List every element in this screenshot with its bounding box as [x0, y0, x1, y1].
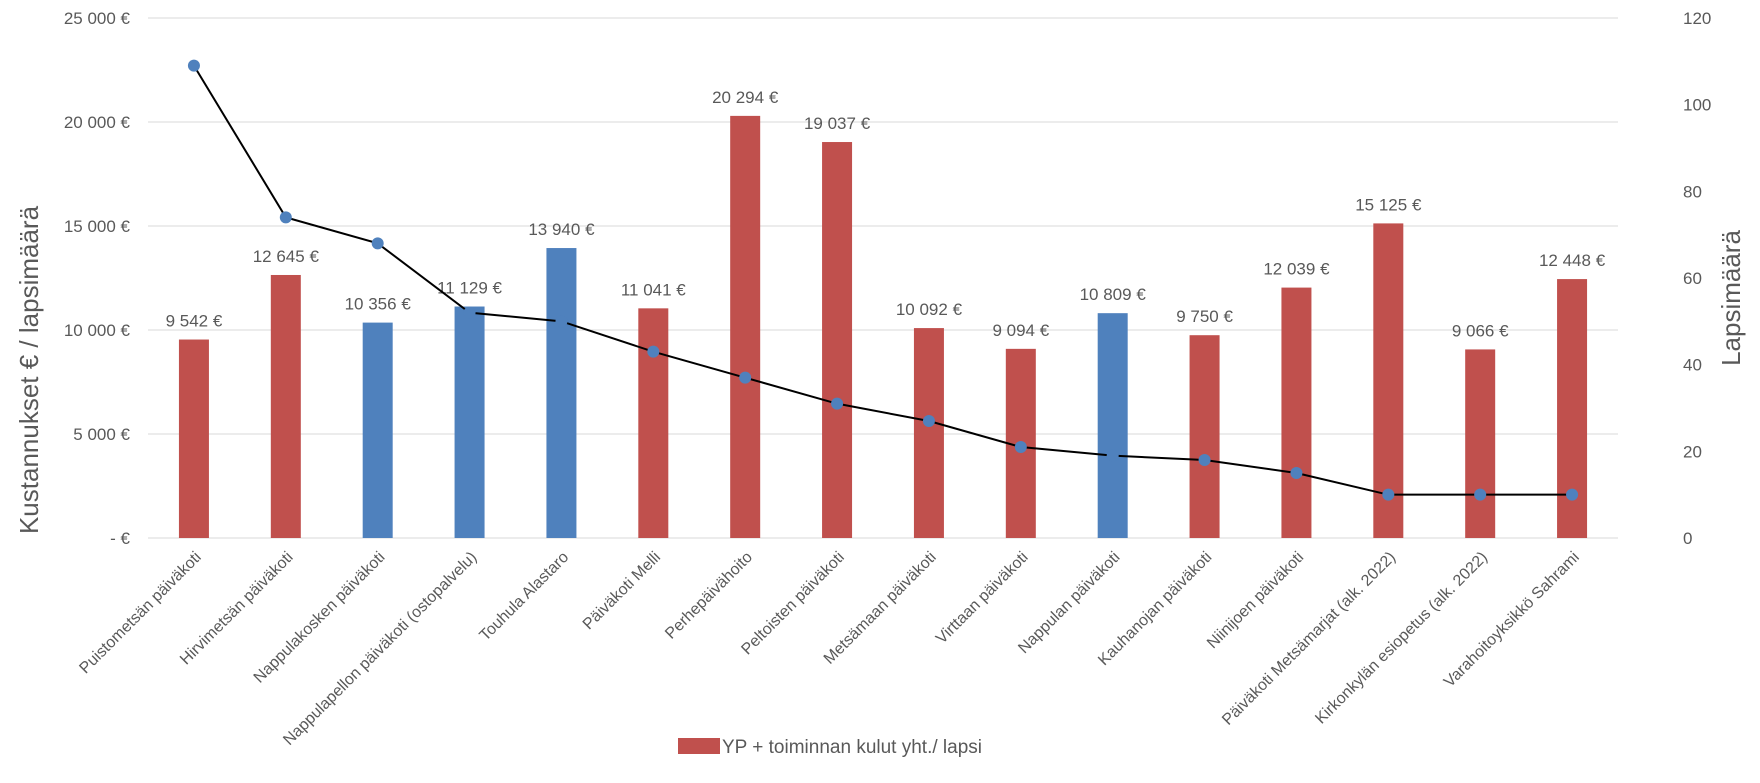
line-path: [193, 65, 1573, 496]
bar-data-label: 9 066 €: [1452, 321, 1509, 340]
bar: [1373, 223, 1404, 538]
x-tick-label: Kirkonkylän esiopetus (alk. 2022): [1312, 549, 1491, 728]
bar: [913, 328, 944, 538]
bar-data-label: 9 542 €: [166, 312, 223, 331]
x-tick-label: Virttaan päiväkoti: [933, 549, 1032, 648]
bar: [454, 306, 485, 538]
bar-data-label: 20 294 €: [712, 88, 779, 107]
bar-data-label: 11 129 €: [437, 279, 502, 298]
line-point: [647, 345, 660, 358]
bar: [1189, 335, 1220, 538]
y2-tick-label: 60: [1683, 269, 1702, 288]
bar: [638, 308, 669, 538]
line-point: [279, 211, 292, 224]
bar-data-label: 9 750 €: [1176, 307, 1233, 326]
bar-data-label: 19 037 €: [804, 114, 871, 133]
y2-axis-title: Lapsimäärä: [1716, 230, 1746, 366]
line-point: [1198, 454, 1211, 466]
bar-series: [178, 115, 1588, 538]
y2-tick-label: 100: [1683, 96, 1711, 115]
legend: YP + toiminnan kulut yht./ lapsi: [678, 737, 982, 758]
bar: [730, 115, 761, 538]
line-point: [1290, 467, 1303, 479]
y2-tick-label: 120: [1683, 9, 1711, 28]
bar: [1465, 349, 1496, 538]
bar: [822, 142, 853, 538]
y2-tick-label: 80: [1683, 182, 1702, 201]
y-tick-label: 10 000 €: [64, 321, 131, 340]
bar: [1097, 313, 1128, 538]
bar: [270, 274, 301, 538]
bar-data-label: 12 645 €: [253, 247, 320, 266]
y2-tick-label: 20: [1683, 442, 1702, 461]
bar-data-labels: 9 542 € 12 645 € 10 356 € 11 129 € 13 940 € 1…: [166, 88, 1606, 341]
line-point: [922, 415, 935, 427]
bar-data-label: 9 094 €: [992, 321, 1049, 340]
y-axis-title: Kustannukset € / lapsimäärä: [14, 205, 44, 534]
y2-tick-label: 0: [1683, 529, 1692, 548]
x-tick-label: Touhula Alastaro: [477, 549, 573, 645]
bar-data-label: 15 125 €: [1355, 195, 1422, 214]
line-point: [831, 397, 844, 410]
bar: [546, 248, 577, 538]
y-tick-label: 15 000 €: [64, 217, 131, 236]
x-tick-label: Peltoisten päiväkoti: [738, 549, 848, 659]
line-series: [187, 59, 1579, 501]
bar: [1281, 287, 1312, 538]
y-tick-label: 5 000 €: [73, 425, 130, 444]
line-point: [1474, 488, 1487, 501]
bar-data-label: 12 448 €: [1539, 251, 1606, 270]
bar-data-label: 12 039 €: [1263, 260, 1330, 279]
y-axis-ticks: 25 000 € 20 000 € 15 000 € 10 000 € 5 000 € -…: [64, 9, 131, 548]
line-point: [1566, 488, 1579, 501]
line-point: [1014, 441, 1027, 453]
bar-data-label: 10 809 €: [1080, 285, 1147, 304]
y-tick-label: 25 000 €: [64, 9, 131, 28]
x-tick-label: Perhepäivähoito: [662, 549, 756, 643]
x-tick-label: Nappulapellon päiväkoti (ostopalvelu): [280, 549, 480, 749]
line-point: [463, 306, 476, 319]
line-point: [1382, 488, 1395, 501]
line-point: [555, 315, 568, 328]
bar-data-label: 11 041 €: [621, 280, 686, 299]
x-tick-label: Päiväkoti Metsämarjat (alk. 2022): [1219, 549, 1399, 729]
line-point: [1106, 449, 1119, 462]
line-point: [739, 371, 752, 384]
line-point: [371, 237, 384, 250]
x-tick-label: Niinijoen päiväkoti: [1204, 549, 1307, 652]
y2-axis-ticks: 120 100 80 60 40 20 0: [1683, 9, 1711, 548]
y-tick-label: 20 000 €: [64, 113, 131, 132]
bar: [362, 322, 393, 538]
bar-data-label: 10 092 €: [896, 300, 963, 319]
bar: [178, 339, 209, 538]
grid-lines: [148, 17, 1618, 539]
x-tick-label: Päiväkoti Melli: [580, 549, 664, 633]
bar-data-label: 10 356 €: [345, 295, 412, 314]
x-tick-label: Nappulan päiväkoti: [1015, 549, 1123, 657]
legend-swatch: [678, 738, 720, 754]
y2-tick-label: 40: [1683, 356, 1702, 375]
legend-label: YP + toiminnan kulut yht./ lapsi: [722, 737, 982, 758]
y-tick-label: - €: [110, 529, 130, 548]
line-point: [187, 59, 200, 72]
bar-data-label: 13 940 €: [528, 220, 595, 239]
